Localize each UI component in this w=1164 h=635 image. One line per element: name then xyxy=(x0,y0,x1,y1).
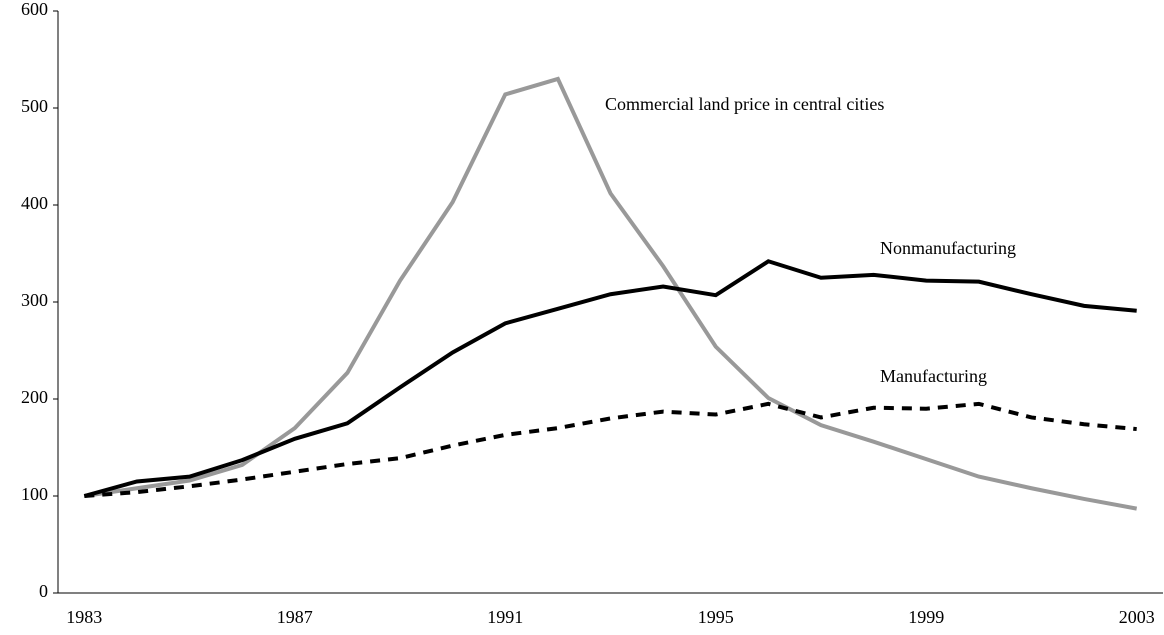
series-line xyxy=(84,401,1137,498)
x-tick-label: 1987 xyxy=(277,607,313,627)
y-tick-label: 100 xyxy=(21,484,48,504)
x-tick-label: 1999 xyxy=(908,607,944,627)
y-tick-label: 500 xyxy=(21,96,48,116)
y-tick-label: 200 xyxy=(21,387,48,407)
y-tick-label: 300 xyxy=(21,290,48,310)
series-line xyxy=(83,259,1137,498)
x-tick-label: 1995 xyxy=(698,607,734,627)
x-tick-label: 1983 xyxy=(66,607,102,627)
series-label: Commercial land price in central cities xyxy=(605,94,884,114)
series-label: Nonmanufacturing xyxy=(880,238,1016,258)
y-tick-label: 600 xyxy=(21,0,48,19)
series-label: Manufacturing xyxy=(880,366,987,386)
y-tick-label: 400 xyxy=(21,193,48,213)
y-tick-label: 0 xyxy=(39,581,48,601)
x-tick-label: 2003 xyxy=(1119,607,1155,627)
x-tick-label: 1991 xyxy=(487,607,523,627)
